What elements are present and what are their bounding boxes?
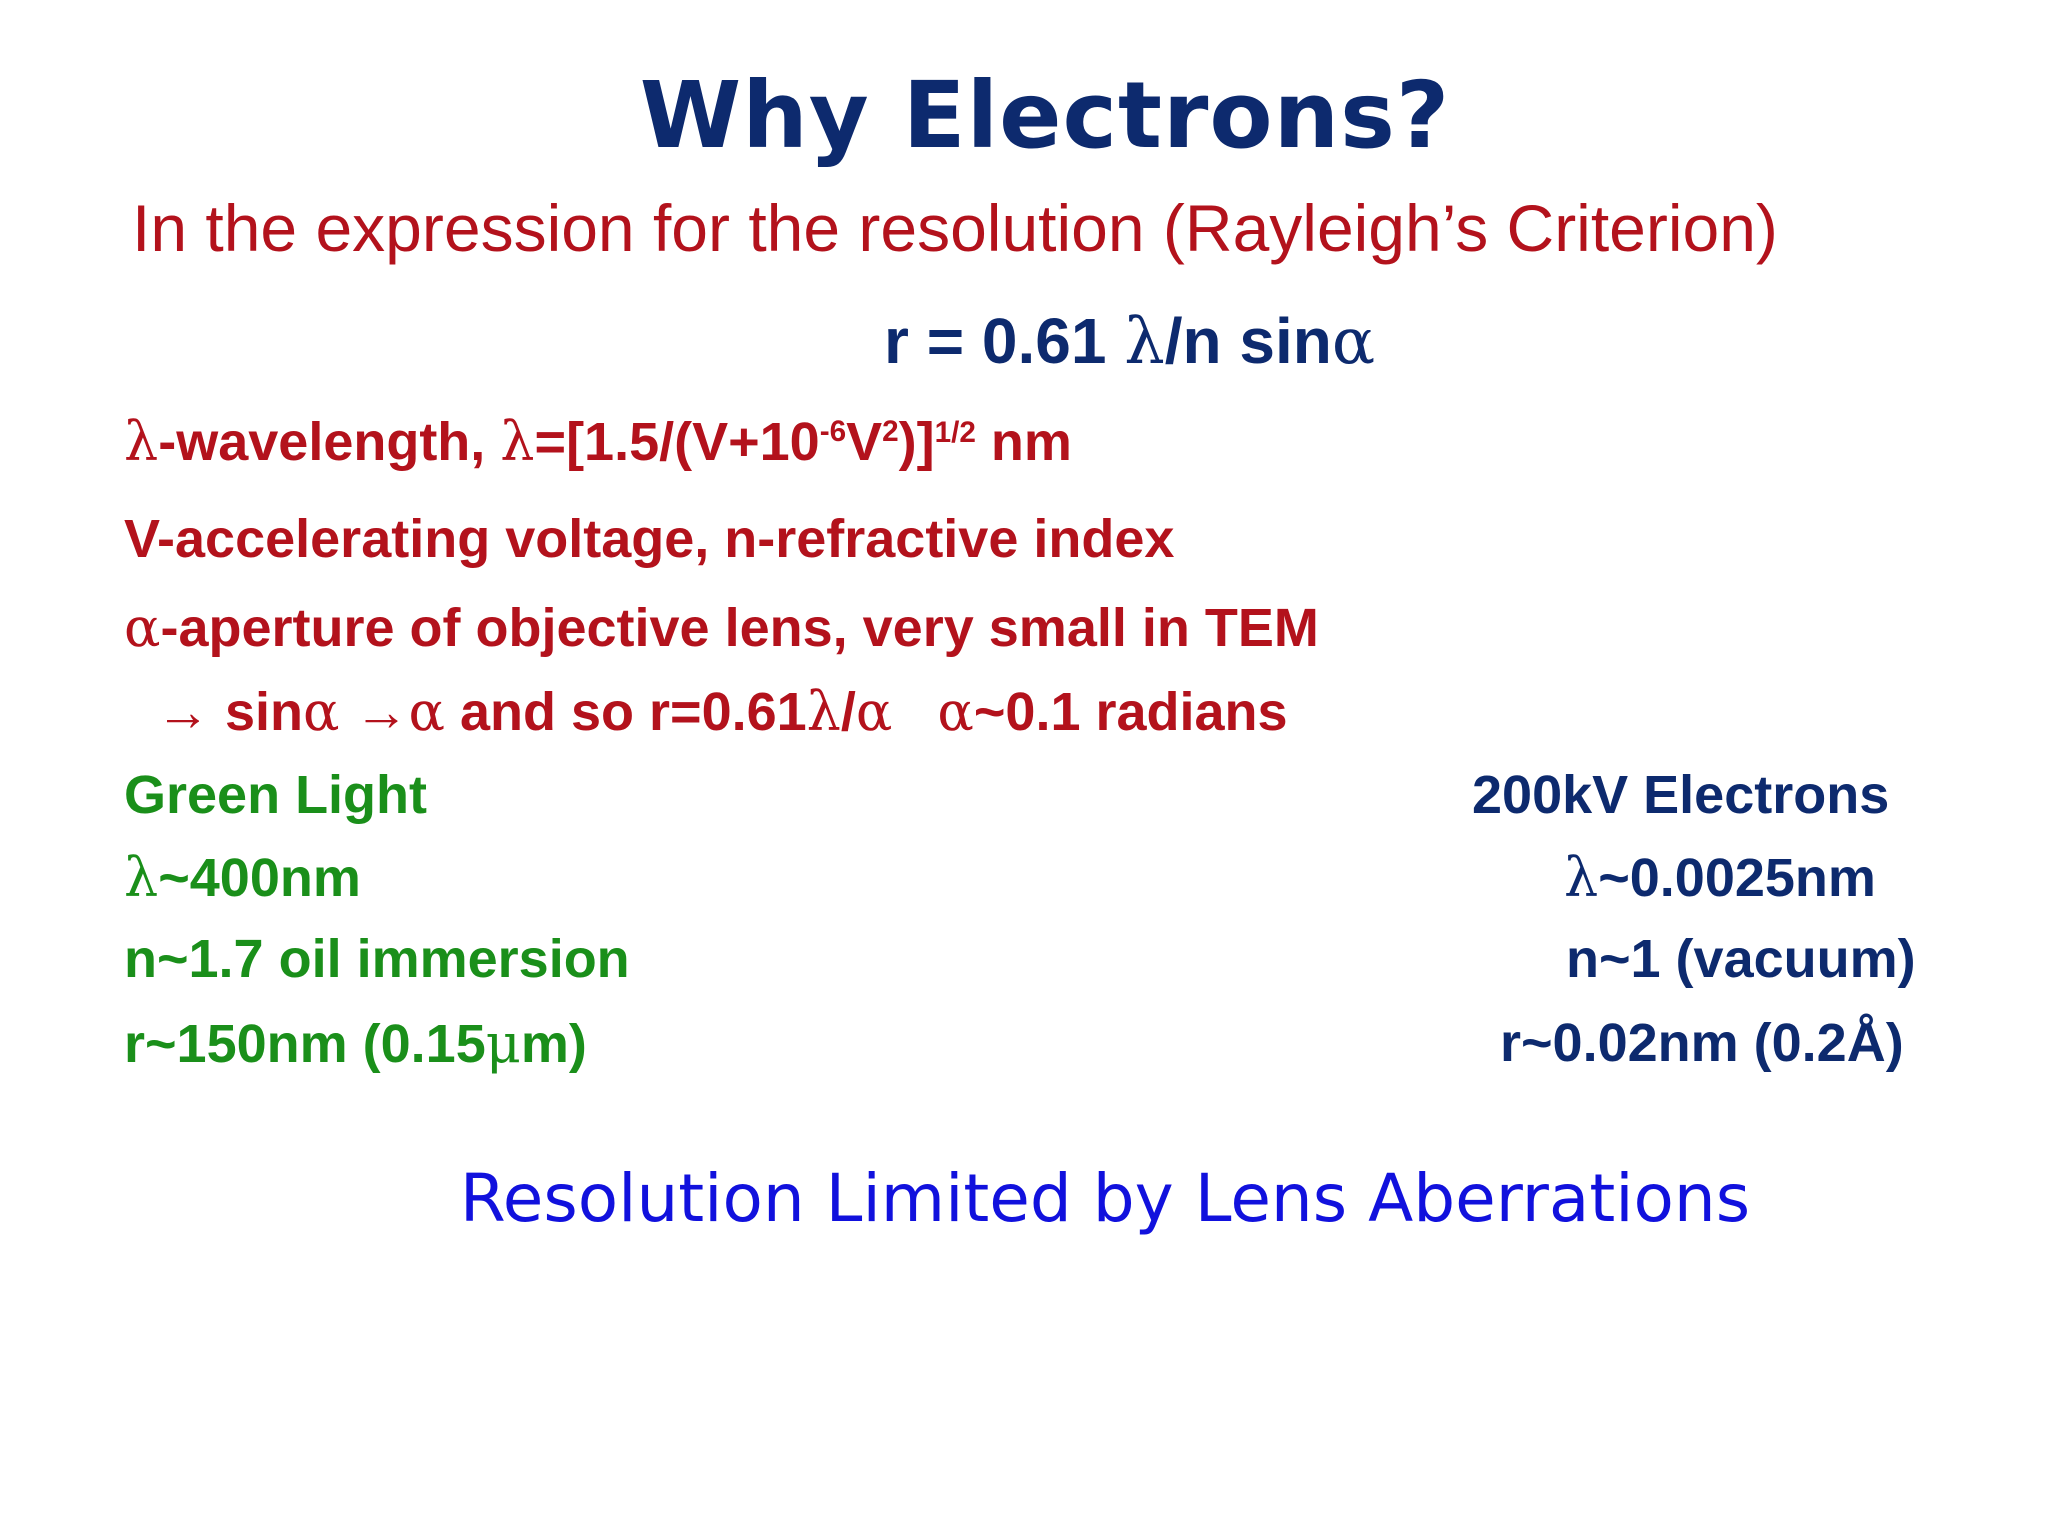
alpha-symbol: α: [408, 680, 445, 743]
slide-title: Why Electrons?: [639, 62, 1451, 169]
electrons-resolution: r~0.02nm (0.2Å): [1500, 1013, 1904, 1073]
exponent-two: 2: [882, 415, 899, 448]
electrons-heading: 200kV Electrons: [1472, 765, 1890, 825]
alpha-symbol: α: [124, 596, 161, 659]
alpha-symbol: α: [1331, 305, 1376, 379]
rayleigh-formula: r = 0.61 λ/n sinα: [884, 304, 1375, 379]
and-so-text: and so r=0.61: [444, 682, 807, 742]
lambda-symbol: λ: [1564, 846, 1599, 909]
resolution-suffix: m): [520, 1014, 587, 1074]
voltage-definition: V-accelerating voltage, n-refractive ind…: [124, 509, 1175, 569]
resolution-prefix: r~150nm (0.15: [124, 1014, 486, 1074]
exponent-minus-six: -6: [819, 415, 847, 448]
footer-statement: Resolution Limited by Lens Aberrations: [459, 1160, 1751, 1237]
sin-text: sin: [210, 682, 304, 742]
wavelength-value: ~400nm: [158, 848, 361, 908]
arrow-icon: →: [339, 682, 409, 742]
gap: [892, 682, 937, 742]
alpha-symbol: α: [855, 680, 893, 743]
approximation-line: → sinα →α and so r=0.61λ/α α~0.1 radians: [156, 680, 1288, 743]
alpha-symbol: α: [937, 680, 974, 743]
lambda-symbol: λ: [124, 410, 159, 473]
wavelength-eq-end: )]: [898, 412, 935, 472]
aperture-text: -aperture of objective lens, very small …: [160, 598, 1319, 658]
wavelength-unit: nm: [975, 412, 1072, 472]
wavelength-label: -wavelength,: [158, 412, 501, 472]
green-light-index: n~1.7 oil immersion: [124, 929, 630, 989]
slash: /: [840, 682, 856, 742]
lambda-symbol: λ: [1124, 305, 1165, 379]
wavelength-value: ~0.0025nm: [1598, 848, 1876, 908]
mu-symbol: μ: [485, 1012, 521, 1075]
formula-middle: /n sin: [1164, 305, 1332, 377]
exponent-half: 1/2: [934, 416, 976, 450]
wavelength-eq-start: =[1.5/(V+10: [534, 412, 820, 472]
lambda-symbol: λ: [806, 680, 841, 743]
wavelength-definition: λ-wavelength, λ=[1.5/(V+10-6V2)]1/2 nm: [124, 410, 1072, 473]
arrow-icon: →: [156, 682, 210, 742]
radians-text: ~0.1 radians: [973, 682, 1288, 742]
formula-prefix: r = 0.61: [884, 305, 1125, 377]
lambda-symbol: λ: [124, 846, 159, 909]
subtitle: In the expression for the resolution (Ra…: [132, 191, 1778, 265]
electrons-wavelength: λ~0.0025nm: [1564, 846, 1876, 909]
electrons-index: n~1 (vacuum): [1566, 929, 1916, 989]
aperture-definition: α-aperture of objective lens, very small…: [124, 596, 1319, 659]
lambda-symbol: λ: [500, 410, 535, 473]
alpha-symbol: α: [303, 680, 340, 743]
green-light-wavelength: λ~400nm: [124, 846, 361, 909]
green-light-heading: Green Light: [124, 765, 428, 825]
wavelength-eq-mid: V: [846, 412, 883, 472]
green-light-resolution: r~150nm (0.15μm): [124, 1012, 587, 1075]
